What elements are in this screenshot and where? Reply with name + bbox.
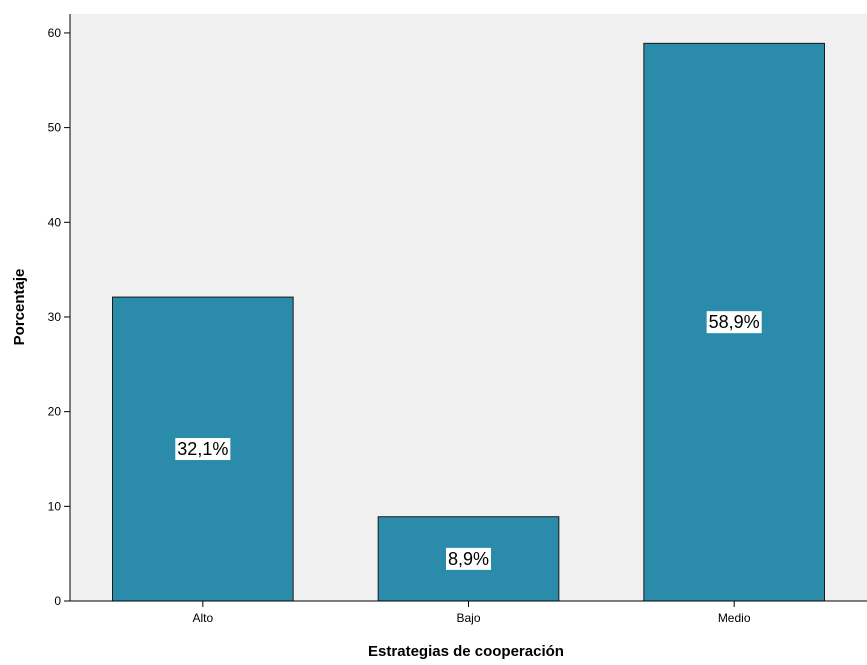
- x-tick-label: Medio: [718, 611, 751, 625]
- y-axis-title: Porcentaje: [11, 269, 28, 346]
- data-label-text: 8,9%: [448, 549, 489, 569]
- data-labels: 32,1% 8,9% 58,9%: [175, 311, 762, 570]
- x-axis-title: Estrategias de cooperación: [368, 643, 564, 660]
- x-axis-ticks: Alto Bajo Medio: [192, 601, 751, 625]
- data-label-medio: 58,9%: [706, 311, 762, 334]
- data-label-box: [706, 311, 762, 334]
- y-tick-label: 60: [48, 26, 62, 40]
- y-tick-label: 10: [48, 499, 62, 513]
- data-label-box: [445, 547, 492, 570]
- data-label-bajo: 8,9%: [445, 547, 492, 570]
- y-tick-label: 20: [48, 405, 62, 419]
- data-label-text: 58,9%: [709, 312, 760, 332]
- x-tick-label: Bajo: [456, 611, 480, 625]
- y-tick-label: 0: [54, 594, 61, 608]
- y-tick-label: 50: [48, 121, 62, 135]
- y-axis-ticks: 0 10 20 30 40 50 60: [48, 26, 70, 608]
- x-tick-label: Alto: [192, 611, 213, 625]
- data-label-text: 32,1%: [177, 439, 228, 459]
- data-label-box: [175, 438, 231, 461]
- y-tick-label: 30: [48, 310, 62, 324]
- y-tick-label: 40: [48, 215, 62, 229]
- data-label-alto: 32,1%: [175, 438, 231, 461]
